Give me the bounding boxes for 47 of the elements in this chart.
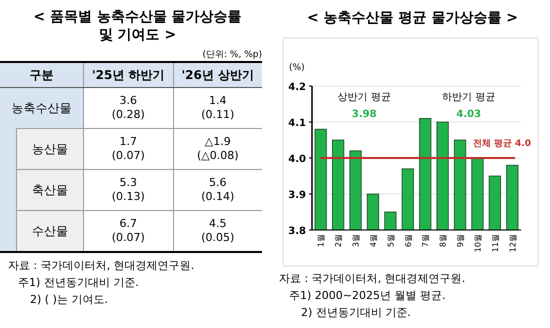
x-tick-label: 8월 — [438, 234, 448, 248]
annotation: 하반기 평균 — [442, 92, 496, 103]
x-tick-label: 2월 — [334, 234, 344, 248]
text: 5.3 (0.13) — [112, 176, 145, 203]
x-tick-label: 10월 — [473, 234, 482, 252]
x-tick-label: 4월 — [368, 234, 378, 248]
y-axis-title: (%) — [289, 63, 305, 73]
x-tick-label: 6월 — [404, 234, 413, 248]
x-tick-label: 5월 — [386, 234, 396, 248]
text: 2) ( )는 기여도. — [29, 292, 109, 308]
category-label: 수산물 — [32, 224, 68, 238]
y-tick-label: 4.0 — [288, 154, 306, 165]
text: < 품목별 농축수산물 물가상승률 및 기여도 > — [32, 8, 242, 44]
x-tick-label: 1월 — [316, 234, 326, 248]
category-label: 농축수산물 — [12, 101, 72, 115]
text: (단위: %, %p) — [202, 49, 262, 61]
y-tick-label: 3.8 — [288, 226, 306, 237]
x-tick-label: 3월 — [352, 234, 361, 248]
text: 3.6 (0.28) — [112, 94, 145, 121]
text: 주1) 전년동기대비 기준. — [17, 275, 140, 291]
text: 6.7 (0.07) — [112, 217, 145, 244]
text: 구분 — [0, 62, 84, 88]
y-tick-label: 4.2 — [288, 82, 306, 93]
y-tick-label: 3.9 — [288, 190, 306, 201]
text: △1.9 (△0.08) — [196, 135, 239, 162]
x-tick-label: 7월 — [421, 234, 430, 248]
text: 4.5 (0.05) — [201, 217, 234, 244]
x-tick-label: 11월 — [490, 234, 500, 252]
category-label: '26년 상반기 — [173, 62, 262, 88]
y-tick-label: 4.1 — [288, 118, 306, 129]
category-label: '25년 하반기 — [84, 62, 174, 88]
chart-title: < 농축수산물 평균 물가상승률 > — [307, 10, 518, 26]
text: 1.7 (0.07) — [112, 135, 145, 162]
text: 1.4 (0.11) — [201, 94, 234, 121]
text: 2) 전년동기대비 기준. — [301, 306, 411, 319]
text: 주1) 2000~2025년 월별 평균. — [289, 289, 446, 302]
x-tick-label: 12월 — [508, 234, 518, 252]
text: 5.6 (0.14) — [201, 176, 234, 203]
category-label: 농산물 — [32, 142, 68, 156]
x-tick-label: 9월 — [456, 234, 466, 248]
text: 자료 : 국가데이터처, 현대경제연구원. — [7, 258, 196, 274]
annotation: 4.03 — [456, 109, 482, 120]
category-label: 축산물 — [32, 183, 68, 197]
annotation: 3.98 — [352, 109, 377, 120]
ref-line-label: 전체 평균 4.0 — [472, 139, 531, 149]
text: 자료 : 국가데이터처, 현대경제연구원. — [279, 272, 466, 285]
annotation: 상반기 평균 — [338, 92, 391, 103]
